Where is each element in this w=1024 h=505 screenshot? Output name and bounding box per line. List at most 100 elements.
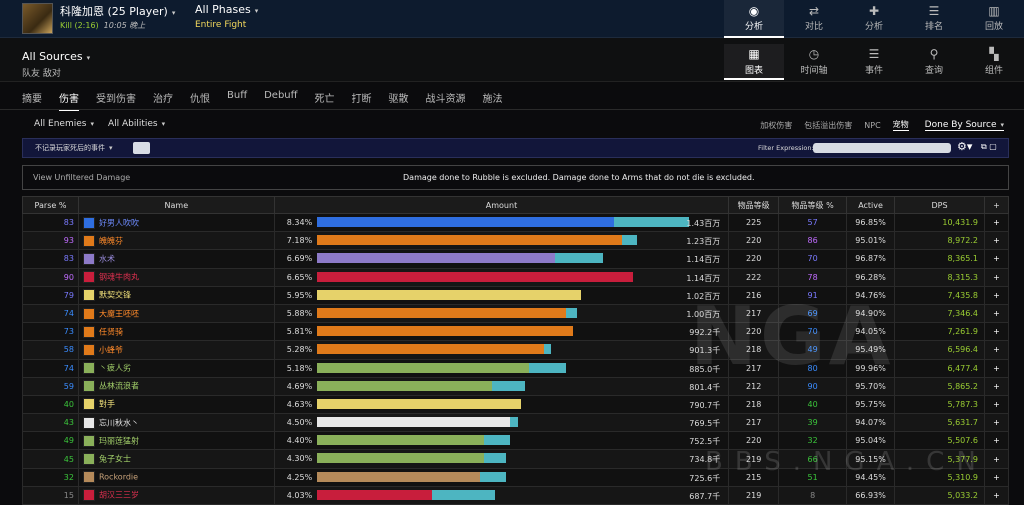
- table-row[interactable]: 79 默契交锋 5.95% 1.02百万 216 91 94.76% 7,435.8 +: [22, 285, 1010, 305]
- enemies-filter[interactable]: All Enemies ▾: [34, 119, 94, 129]
- pet-toggle[interactable]: 宠物: [892, 120, 909, 131]
- tab-damage[interactable]: 伤害: [59, 90, 79, 111]
- player-name[interactable]: 忘川秋水丶: [98, 418, 139, 428]
- player-name[interactable]: 好男人吹吹: [98, 218, 139, 228]
- tab-threat[interactable]: 仇恨: [190, 94, 210, 105]
- view-timeline[interactable]: ◷ 时间轴: [784, 44, 844, 80]
- window-icon[interactable]: ⧉ ▢: [981, 142, 997, 151]
- tab-resources[interactable]: 战斗资源: [425, 94, 466, 105]
- add-row-button[interactable]: +: [983, 431, 1010, 451]
- add-row-button[interactable]: +: [983, 303, 1010, 324]
- add-row-button[interactable]: +: [983, 376, 1010, 396]
- col-ilvl-pct[interactable]: 物品等级 %: [778, 196, 848, 214]
- tab-deaths[interactable]: 死亡: [314, 94, 335, 105]
- name-cell[interactable]: 玛丽莲猛射: [77, 431, 275, 451]
- col-amount[interactable]: Amount: [273, 196, 730, 214]
- add-row-button[interactable]: +: [983, 449, 1010, 469]
- player-name[interactable]: 默契交锋: [98, 290, 131, 300]
- tab-healing[interactable]: 治疗: [153, 94, 173, 105]
- tab-dispels[interactable]: 驱散: [388, 94, 409, 105]
- add-row-button[interactable]: +: [983, 285, 1010, 305]
- table-row[interactable]: 43 忘川秋水丶 4.50% 769.5千 217 39 94.07% 5,631.7 +: [22, 413, 1010, 433]
- table-row[interactable]: 59 丛林流浪者 4.69% 801.4千 212 90 95.70% 5,865.2 +: [22, 376, 1010, 396]
- table-row[interactable]: 58 小蜂爷 5.28% 901.3千 218 49 95.49% 6,596.4 +: [22, 340, 1010, 360]
- add-row-button[interactable]: +: [983, 267, 1010, 287]
- col-active[interactable]: Active: [846, 196, 896, 214]
- add-row-button[interactable]: +: [983, 231, 1010, 251]
- col-dps[interactable]: DPS: [894, 196, 985, 214]
- name-cell[interactable]: 丶疲人劣: [77, 358, 275, 378]
- tab-damage-taken[interactable]: 受到伤害: [96, 94, 136, 105]
- sources-sub[interactable]: 队友 敌对: [22, 69, 61, 79]
- col-parse[interactable]: Parse %: [22, 196, 79, 214]
- name-cell[interactable]: 忘川秋水丶: [77, 413, 275, 433]
- view-table[interactable]: ▦ 图表: [724, 44, 784, 80]
- view-query[interactable]: ⚲ 查询: [904, 44, 964, 80]
- name-cell[interactable]: 水术: [77, 249, 275, 269]
- table-row[interactable]: 49 玛丽莲猛射 4.40% 752.5千 220 32 95.04% 5,507.6 +: [22, 431, 1010, 451]
- player-name[interactable]: Rockordie: [98, 472, 139, 482]
- nav-ranking[interactable]: ☰ 排名: [904, 0, 964, 38]
- nav-compare[interactable]: ⇄ 对比: [784, 0, 844, 38]
- table-row[interactable]: 93 魄魄芬 7.18% 1.23百万 220 86 95.01% 8,972.2 +: [22, 231, 1010, 251]
- tab-casts[interactable]: 施法: [482, 94, 503, 105]
- add-row-button[interactable]: +: [983, 413, 1010, 433]
- name-cell[interactable]: 好男人吹吹: [77, 212, 275, 233]
- add-row-button[interactable]: +: [983, 467, 1010, 487]
- add-row-button[interactable]: +: [983, 358, 1010, 378]
- player-name[interactable]: 魄魄芬: [98, 236, 123, 246]
- table-row[interactable]: 45 兔子女士 4.30% 734.8千 219 66 95.15% 5,377.9 +: [22, 449, 1010, 469]
- name-cell[interactable]: 胡汉三三岁: [77, 485, 275, 505]
- col-add[interactable]: +: [983, 196, 1010, 214]
- phase-select[interactable]: All Phases ▾: [195, 3, 259, 16]
- name-cell[interactable]: 大魔王呸呸: [77, 303, 275, 324]
- filter-expression-input[interactable]: [813, 143, 951, 153]
- done-by-select[interactable]: Done By Source ▾: [924, 119, 1004, 131]
- player-name[interactable]: 任贤骑: [98, 327, 123, 337]
- nav-analyze[interactable]: ◉ 分析: [724, 0, 784, 38]
- npc-toggle[interactable]: NPC: [864, 120, 881, 130]
- add-row-button[interactable]: +: [983, 485, 1010, 505]
- table-row[interactable]: 15 胡汉三三岁 4.03% 687.7千 219 8 66.93% 5,033.2 +: [22, 485, 1010, 505]
- name-cell[interactable]: 丛林流浪者: [77, 376, 275, 396]
- view-events[interactable]: ☰ 事件: [844, 44, 904, 80]
- name-cell[interactable]: 兔子女士: [77, 449, 275, 469]
- option-toggle[interactable]: [133, 142, 150, 154]
- player-name[interactable]: 丛林流浪者: [98, 381, 139, 391]
- name-cell[interactable]: 對手: [77, 394, 275, 415]
- tab-debuff[interactable]: Debuff: [264, 90, 298, 101]
- table-row[interactable]: 83 水术 6.69% 1.14百万 220 70 96.87% 8,365.1 +: [22, 249, 1010, 269]
- player-name[interactable]: 大魔王呸呸: [98, 309, 139, 319]
- add-row-button[interactable]: +: [983, 340, 1010, 360]
- player-name[interactable]: 水术: [98, 254, 115, 264]
- table-row[interactable]: 73 任贤骑 5.81% 992.2千 220 70 94.05% 7,261.9 +: [22, 322, 1010, 342]
- add-row-button[interactable]: +: [983, 394, 1010, 415]
- nav-analysis[interactable]: ✚ 分析: [844, 0, 904, 38]
- table-row[interactable]: 74 丶疲人劣 5.18% 885.0千 217 80 99.96% 6,477.4 +: [22, 358, 1010, 378]
- overkill-toggle[interactable]: 包括溢出伤害: [804, 120, 853, 130]
- player-name[interactable]: 丶疲人劣: [98, 363, 131, 373]
- view-components[interactable]: ▚ 组件: [964, 44, 1024, 80]
- name-cell[interactable]: 魄魄芬: [77, 231, 275, 251]
- player-name[interactable]: 钢魂牛肉丸: [98, 272, 139, 282]
- table-row[interactable]: 83 好男人吹吹 8.34% 1.43百万 225 57 96.85% 10,431.9 +: [22, 212, 1010, 233]
- name-cell[interactable]: Rockordie: [77, 467, 275, 487]
- death-event-option[interactable]: 不记录玩家死后的事件 ▾: [35, 144, 113, 152]
- add-row-button[interactable]: +: [983, 322, 1010, 342]
- view-unfiltered-link[interactable]: View Unfiltered Damage: [33, 173, 131, 182]
- name-cell[interactable]: 任贤骑: [77, 322, 275, 342]
- gear-icon[interactable]: ⚙▾: [957, 140, 973, 153]
- tab-interrupts[interactable]: 打断: [351, 94, 372, 105]
- abilities-filter[interactable]: All Abilities ▾: [107, 119, 166, 129]
- table-row[interactable]: 32 Rockordie 4.25% 725.6千 215 51 94.45% 5,310.9…: [22, 467, 1010, 487]
- sources-select[interactable]: All Sources ▾: [22, 50, 91, 63]
- name-cell[interactable]: 小蜂爷: [77, 340, 275, 360]
- weighted-damage-toggle[interactable]: 加权伤害: [760, 120, 793, 130]
- player-name[interactable]: 對手: [98, 399, 115, 409]
- name-cell[interactable]: 默契交锋: [77, 285, 275, 305]
- player-name[interactable]: 玛丽莲猛射: [98, 436, 139, 446]
- col-name[interactable]: Name: [77, 196, 275, 214]
- tab-summary[interactable]: 摘要: [22, 94, 42, 105]
- table-row[interactable]: 74 大魔王呸呸 5.88% 1.00百万 217 69 94.90% 7,346.4 +: [22, 303, 1010, 324]
- tab-buff[interactable]: Buff: [227, 90, 248, 101]
